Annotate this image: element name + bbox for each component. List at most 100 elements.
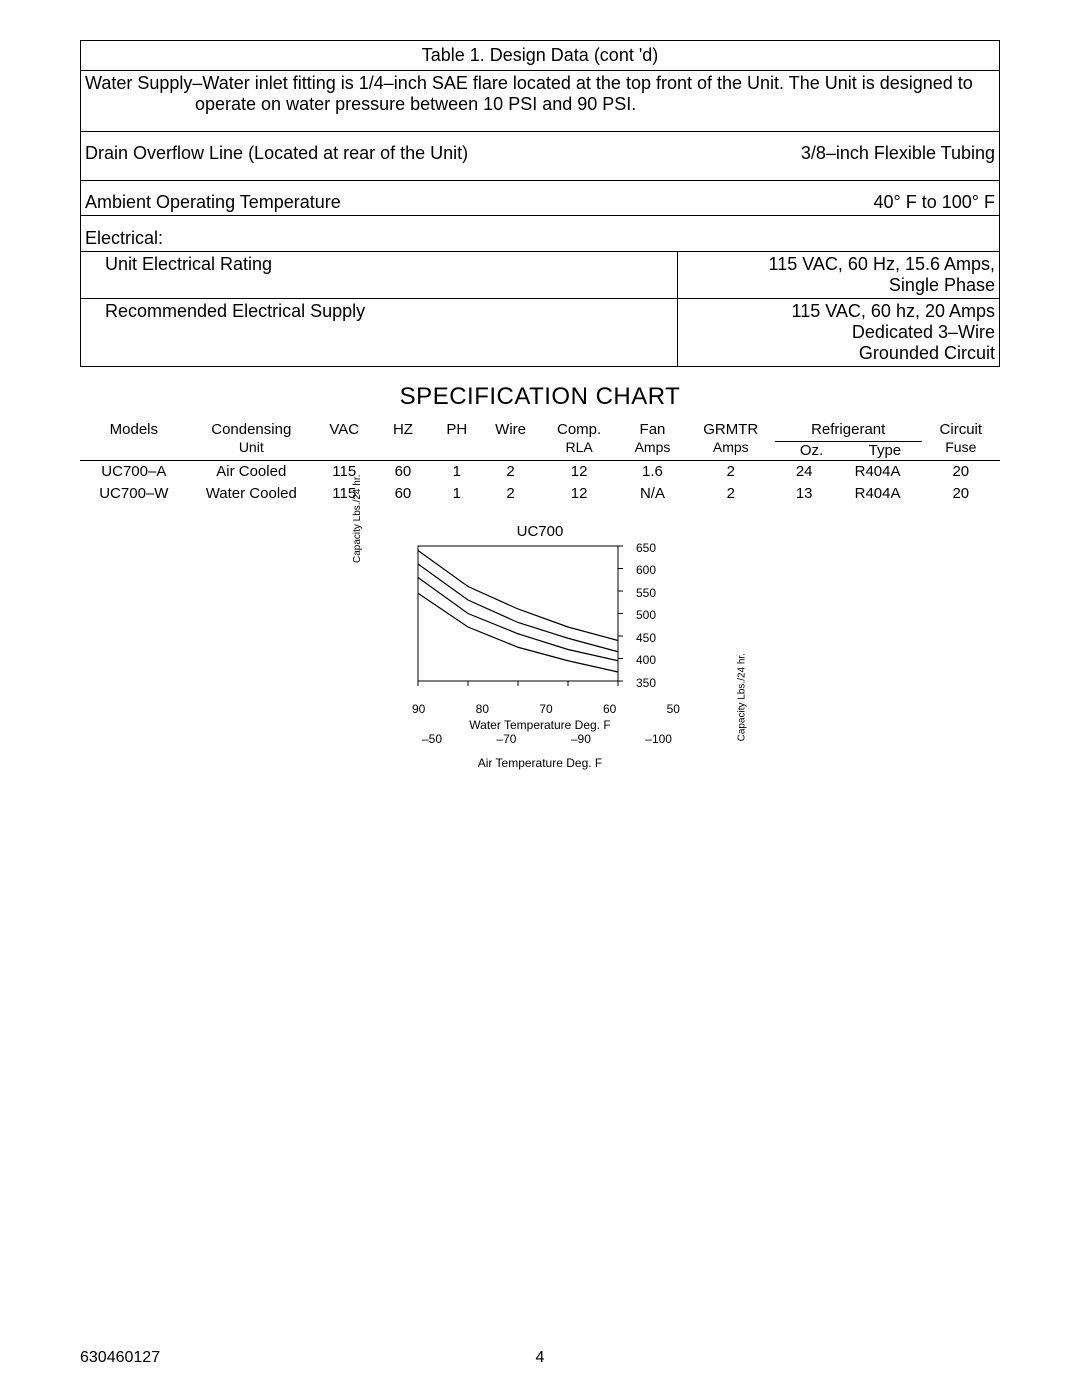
hdr-oz: Oz. bbox=[775, 442, 848, 460]
spec-cell-oz: 13 bbox=[775, 483, 834, 505]
x-secondary-tick-label: –90 bbox=[571, 732, 591, 746]
hdr-condensing-s: Unit bbox=[190, 439, 313, 456]
hdr-comp-t: Comp. bbox=[557, 421, 601, 438]
hdr-refrigerant-t: Refrigerant bbox=[775, 419, 922, 442]
chart-svg bbox=[360, 542, 660, 702]
spec-table: Models Condensing Unit VAC HZ PH Wire Co… bbox=[80, 419, 1000, 505]
x-primary-ticks: 90 80 70 60 50 bbox=[360, 702, 720, 716]
spec-cell-comp: 12 bbox=[540, 460, 618, 483]
rec-supply-label: Recommended Electrical Supply bbox=[81, 298, 678, 366]
spec-cell-cond: Air Cooled bbox=[188, 460, 315, 483]
electrical-label: Electrical: bbox=[81, 226, 1000, 252]
spec-cell-vac: 115 bbox=[315, 483, 374, 505]
y-axis-label-right: Capacity Lbs./24 hr. bbox=[736, 653, 747, 741]
hdr-ph: PH bbox=[432, 419, 481, 461]
x-secondary-label: Air Temperature Deg. F bbox=[360, 756, 720, 770]
x-tick-label: 90 bbox=[412, 702, 425, 716]
hdr-condensing: Condensing Unit bbox=[188, 419, 315, 461]
spec-row: UC700–AAir Cooled1156012121.6224R404A20 bbox=[80, 460, 1000, 483]
y-tick-label: 600 bbox=[626, 563, 656, 577]
unit-rating-line1: 115 VAC, 60 Hz, 15.6 Amps, bbox=[769, 254, 995, 274]
y-tick-label: 550 bbox=[626, 586, 656, 600]
water-supply-line1: Water Supply–Water inlet fitting is 1/4–… bbox=[85, 73, 973, 93]
hdr-comp-s: RLA bbox=[542, 439, 616, 456]
y-tick-label: 500 bbox=[626, 608, 656, 622]
x-tick-label: 80 bbox=[476, 702, 489, 716]
rec-supply-line3: Grounded Circuit bbox=[859, 343, 995, 363]
spec-cell-hz: 60 bbox=[374, 483, 433, 505]
hdr-fan-s: Amps bbox=[620, 439, 685, 456]
x-tick-label: 50 bbox=[667, 702, 680, 716]
x-primary-label: Water Temperature Deg. F bbox=[360, 718, 720, 732]
y-tick-label: 450 bbox=[626, 631, 656, 645]
water-supply-line2: operate on water pressure between 10 PSI… bbox=[195, 94, 636, 114]
spec-cell-fan: 1.6 bbox=[618, 460, 687, 483]
ambient-label: Ambient Operating Temperature bbox=[81, 190, 678, 216]
spec-cell-cond: Water Cooled bbox=[188, 483, 315, 505]
spec-cell-fuse: 20 bbox=[922, 483, 1000, 505]
unit-rating-label: Unit Electrical Rating bbox=[81, 251, 678, 298]
doc-number: 630460127 bbox=[80, 1349, 160, 1366]
hdr-wire: Wire bbox=[481, 419, 540, 461]
hdr-type: Type bbox=[848, 442, 921, 460]
rec-supply-line1: 115 VAC, 60 hz, 20 Amps bbox=[792, 301, 995, 321]
drain-label: Drain Overflow Line (Located at rear of … bbox=[81, 141, 678, 166]
hdr-grmtr-t: GRMTR bbox=[703, 421, 758, 438]
spec-cell-comp: 12 bbox=[540, 483, 618, 505]
capacity-chart: UC700 Capacity Lbs./24 hr. Capacity Lbs.… bbox=[360, 523, 720, 770]
spec-cell-type: R404A bbox=[834, 483, 922, 505]
drain-value: 3/8–inch Flexible Tubing bbox=[678, 141, 1000, 166]
spec-cell-fan: N/A bbox=[618, 483, 687, 505]
ambient-value: 40° F to 100° F bbox=[678, 190, 1000, 216]
x-secondary-tick-label: –50 bbox=[422, 732, 442, 746]
spec-heading: SPECIFICATION CHART bbox=[80, 383, 1000, 411]
spec-cell-model: UC700–W bbox=[80, 483, 188, 505]
design-data-table: Table 1. Design Data (cont 'd) Water Sup… bbox=[80, 40, 1000, 367]
chart-title: UC700 bbox=[360, 523, 720, 540]
page-footer: 630460127 4 bbox=[80, 1349, 1000, 1367]
y-tick-label: 650 bbox=[626, 541, 656, 555]
hdr-models: Models bbox=[80, 419, 188, 461]
spec-cell-wire: 2 bbox=[481, 460, 540, 483]
hdr-fan: Fan Amps bbox=[618, 419, 687, 461]
design-table-title: Table 1. Design Data (cont 'd) bbox=[81, 41, 1000, 71]
x-secondary-tick-label: –100 bbox=[645, 732, 672, 746]
spec-cell-fuse: 20 bbox=[922, 460, 1000, 483]
hdr-fan-t: Fan bbox=[640, 421, 666, 438]
water-supply-text: Water Supply–Water inlet fitting is 1/4–… bbox=[81, 71, 1000, 118]
spec-cell-type: R404A bbox=[834, 460, 922, 483]
hdr-circuit-t: Circuit bbox=[940, 421, 983, 438]
spec-cell-ph: 1 bbox=[432, 460, 481, 483]
hdr-comp: Comp. RLA bbox=[540, 419, 618, 461]
spec-cell-grmtr: 2 bbox=[687, 460, 775, 483]
page-number: 4 bbox=[536, 1349, 545, 1367]
spec-cell-model: UC700–A bbox=[80, 460, 188, 483]
hdr-condensing-t: Condensing bbox=[211, 421, 291, 438]
hdr-hz: HZ bbox=[374, 419, 433, 461]
x-tick-label: 60 bbox=[603, 702, 616, 716]
rec-supply-value: 115 VAC, 60 hz, 20 Amps Dedicated 3–Wire… bbox=[678, 298, 1000, 366]
hdr-vac: VAC bbox=[315, 419, 374, 461]
spec-cell-ph: 1 bbox=[432, 483, 481, 505]
spec-cell-wire: 2 bbox=[481, 483, 540, 505]
y-axis-label-left: Capacity Lbs./24 hr. bbox=[352, 474, 363, 562]
hdr-refrigerant: Refrigerant Oz. Type bbox=[775, 419, 922, 461]
x-secondary-ticks: –50 –70 –90 –100 bbox=[360, 732, 720, 746]
spec-cell-hz: 60 bbox=[374, 460, 433, 483]
spec-cell-oz: 24 bbox=[775, 460, 834, 483]
unit-rating-value: 115 VAC, 60 Hz, 15.6 Amps, Single Phase bbox=[678, 251, 1000, 298]
unit-rating-line2: Single Phase bbox=[889, 275, 995, 295]
hdr-circuit-s: Fuse bbox=[924, 439, 998, 456]
hdr-grmtr: GRMTR Amps bbox=[687, 419, 775, 461]
rec-supply-line2: Dedicated 3–Wire bbox=[852, 322, 995, 342]
y-tick-label: 400 bbox=[626, 653, 656, 667]
y-tick-label: 350 bbox=[626, 676, 656, 690]
spec-row: UC700–WWater Cooled115601212N/A213R404A2… bbox=[80, 483, 1000, 505]
x-secondary-tick-label: –70 bbox=[496, 732, 516, 746]
hdr-grmtr-s: Amps bbox=[689, 439, 773, 456]
spec-cell-grmtr: 2 bbox=[687, 483, 775, 505]
spec-cell-vac: 115 bbox=[315, 460, 374, 483]
spec-header-row: Models Condensing Unit VAC HZ PH Wire Co… bbox=[80, 419, 1000, 461]
hdr-circuit: Circuit Fuse bbox=[922, 419, 1000, 461]
x-tick-label: 70 bbox=[539, 702, 552, 716]
